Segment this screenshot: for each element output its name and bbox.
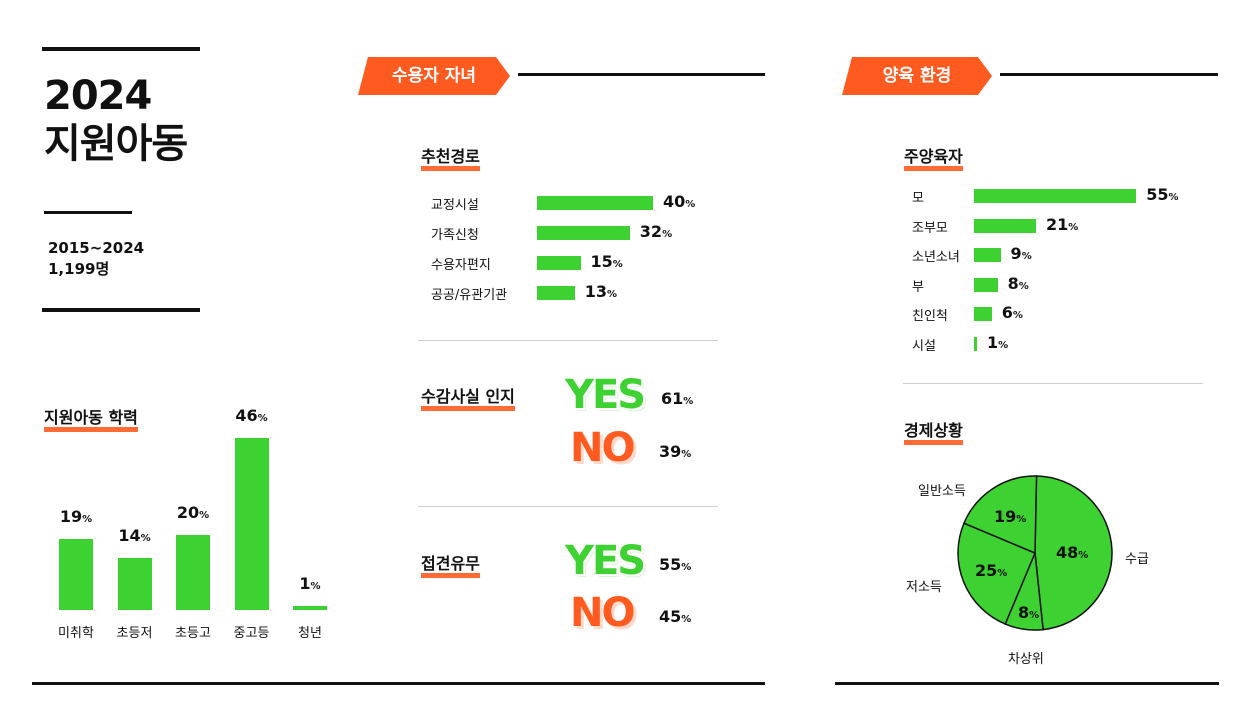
education-category-label: 청년	[298, 626, 322, 641]
caregiver-category-label: 소년소녀	[912, 250, 960, 265]
education-category-label: 초등저	[116, 626, 153, 641]
economy-slice-value: 19%	[994, 507, 1027, 526]
caregiver-bar-value: 9%	[1010, 244, 1032, 263]
awareness-title: 수감사실 인지	[421, 383, 515, 411]
referral-bar	[537, 196, 653, 210]
referral-bar-value: 40%	[663, 192, 696, 211]
education-category-label: 초등고	[175, 626, 211, 641]
referral-category-label: 공공/유관기관	[431, 288, 508, 303]
awareness-yes-label: YES	[565, 372, 646, 418]
caregiver-bar-value: 8%	[1007, 273, 1029, 293]
page-title-subject: 지원아동	[44, 121, 188, 167]
education-bar-value: 46%	[235, 406, 268, 425]
caregiver-bar	[974, 218, 1036, 233]
section-divider	[418, 340, 718, 341]
economy-category-label: 차상위	[1008, 652, 1044, 667]
awareness-no-value: 39%	[659, 442, 692, 461]
referral-bar-value: 13%	[584, 282, 617, 301]
environment-banner: 양육 환경	[842, 57, 992, 95]
page-title: 2024 지원아동	[44, 72, 188, 168]
top-rule	[42, 47, 200, 51]
caregiver-bar-value: 21%	[1045, 214, 1079, 234]
education-bar	[293, 606, 327, 610]
referral-title: 추천경로	[421, 143, 480, 171]
caregiver-bar	[974, 336, 977, 351]
period-info: 2015~2024 1,199명	[48, 238, 144, 280]
economy-title: 경제상황	[904, 417, 963, 445]
economy-slice-value: 48%	[1056, 543, 1089, 562]
bottom-rule-left	[32, 682, 765, 685]
referral-category-label: 수용자편지	[431, 258, 491, 273]
economy-category-label: 수급	[1125, 552, 1149, 567]
visit-yes-value: 55%	[659, 555, 692, 574]
section-divider	[903, 383, 1203, 384]
caregiver-bar-value: 55%	[1146, 185, 1179, 204]
caregiver-category-label: 친인척	[912, 309, 948, 324]
period-bottom-rule	[42, 308, 200, 312]
children-banner-rule	[518, 73, 765, 76]
environment-banner-rule	[1000, 73, 1218, 76]
page-title-year: 2024	[44, 73, 152, 119]
awareness-yes-value: 61%	[661, 389, 694, 408]
referral-bar	[537, 256, 581, 270]
referral-bar-value: 32%	[639, 222, 673, 241]
education-bar-value: 19%	[59, 506, 93, 526]
economy-category-label: 저소득	[906, 580, 942, 595]
economy-slice-value: 8%	[1018, 603, 1040, 622]
caregiver-bar	[974, 307, 992, 321]
education-bar-value: 20%	[176, 503, 210, 523]
education-bar	[117, 557, 152, 610]
caregiver-bar	[974, 248, 1001, 262]
visit-title: 접견유무	[421, 550, 480, 578]
visit-no-value: 45%	[659, 607, 692, 626]
education-bar	[234, 438, 269, 610]
education-bar-value: 14%	[118, 525, 151, 545]
economy-category-label: 일반소득	[918, 484, 966, 499]
caregiver-category-label: 조부모	[912, 220, 948, 236]
caregiver-title: 주양육자	[904, 143, 963, 171]
education-title: 지원아동 학력	[44, 404, 138, 432]
section-divider	[418, 506, 718, 507]
caregiver-category-label: 부	[912, 279, 924, 295]
caregiver-bar	[974, 277, 998, 292]
caregiver-bar	[974, 189, 1137, 203]
children-count: 1,199명	[48, 260, 110, 278]
awareness-no-label: NO	[570, 425, 635, 471]
caregiver-category-label: 시설	[912, 338, 936, 354]
education-bar	[59, 538, 93, 610]
bottom-rule-right	[835, 682, 1219, 685]
period-range: 2015~2024	[48, 239, 145, 257]
education-bar	[176, 535, 210, 610]
referral-bar	[537, 286, 575, 300]
referral-category-label: 교정시설	[431, 198, 479, 213]
visit-no-label: NO	[570, 590, 635, 636]
education-category-label: 중고등	[233, 626, 270, 641]
economy-slice-value: 25%	[975, 561, 1008, 580]
caregiver-bar-value: 6%	[1001, 303, 1023, 322]
referral-bar	[537, 226, 630, 240]
education-bar-value: 1%	[299, 574, 321, 593]
referral-bar-value: 15%	[590, 252, 623, 271]
caregiver-category-label: 모	[912, 191, 924, 206]
education-category-label: 미취학	[58, 626, 94, 641]
title-divider	[44, 211, 132, 214]
children-banner: 수용자 자녀	[358, 57, 510, 95]
referral-category-label: 가족신청	[431, 228, 479, 243]
caregiver-bar-value: 1%	[987, 332, 1009, 352]
visit-yes-label: YES	[565, 538, 646, 584]
